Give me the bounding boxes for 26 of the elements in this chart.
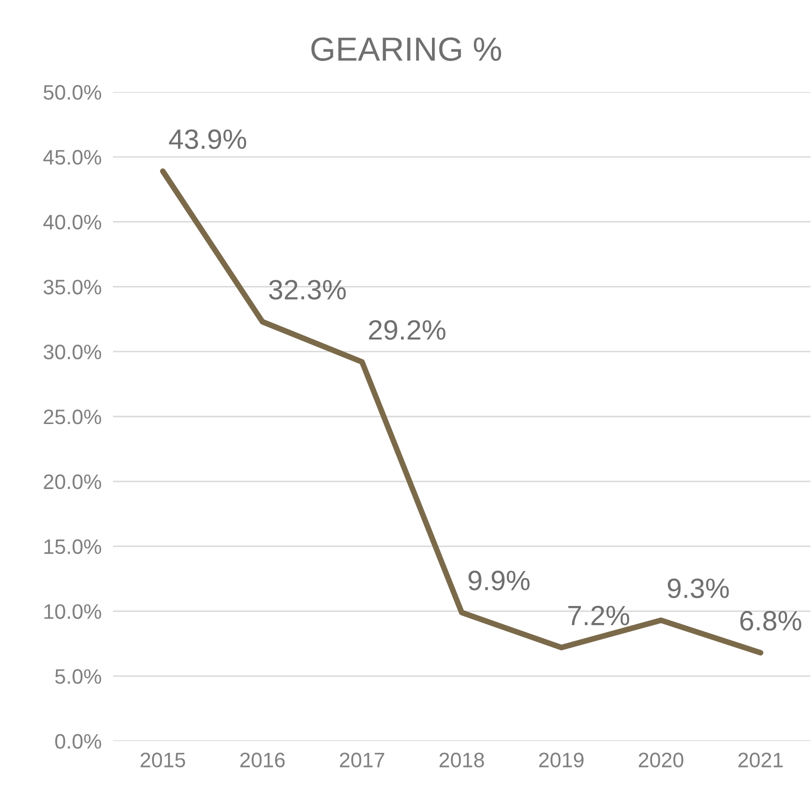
chart-title: GEARING % xyxy=(311,37,502,61)
x-tick-label: 2015 xyxy=(140,752,186,768)
y-tick-label: 25.0% xyxy=(44,410,102,424)
x-tick-label: 2020 xyxy=(638,752,684,768)
x-tick-label: 2016 xyxy=(240,752,285,768)
y-tick-label: 15.0% xyxy=(44,539,102,554)
y-tick-label: 30.0% xyxy=(44,344,102,360)
data-label: 9.3% xyxy=(668,578,729,598)
y-tick-label: 0.0% xyxy=(55,734,102,749)
y-tick-label: 5.0% xyxy=(55,669,102,684)
x-tick-label: 2019 xyxy=(539,752,584,768)
data-label: 7.2% xyxy=(568,606,630,626)
y-tick-label: 40.0% xyxy=(43,214,102,230)
data-label: 6.8% xyxy=(740,610,802,631)
y-tick-label: 10.0% xyxy=(44,604,102,619)
y-tick-label: 50.0% xyxy=(44,85,102,100)
data-label: 43.9% xyxy=(169,129,246,150)
y-tick-label: 35.0% xyxy=(44,280,102,294)
data-label: 9.9% xyxy=(468,570,530,590)
x-tick-label: 2017 xyxy=(340,752,384,768)
x-tick-label: 2018 xyxy=(440,752,484,768)
data-label: 29.2% xyxy=(369,320,446,340)
data-label: 32.3% xyxy=(269,280,346,300)
y-tick-label: 45.0% xyxy=(43,150,102,165)
x-tick-label: 2021 xyxy=(738,752,783,768)
y-tick-label: 20.0% xyxy=(44,474,102,490)
